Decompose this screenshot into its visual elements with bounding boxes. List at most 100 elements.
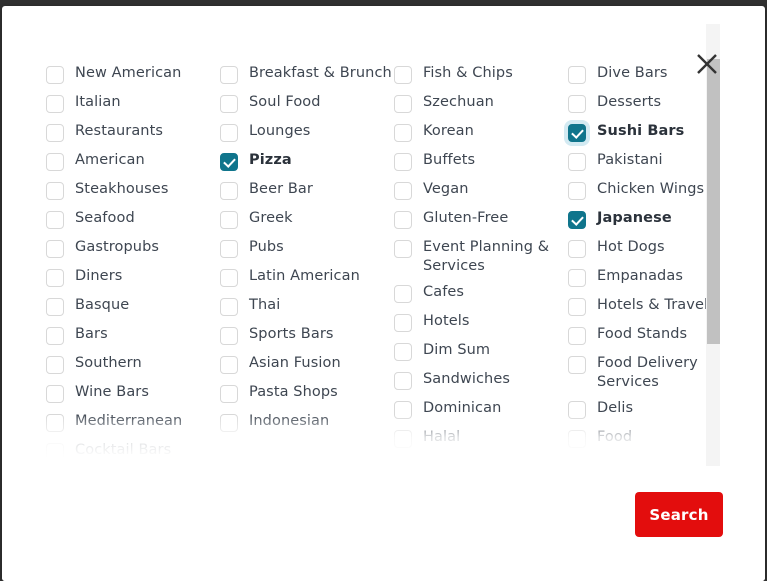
category-option[interactable]: Bars — [46, 325, 220, 347]
category-option[interactable]: Food Stands — [568, 325, 736, 347]
category-option[interactable]: Greek — [220, 209, 394, 231]
category-option[interactable]: Pizza — [220, 151, 394, 173]
category-option[interactable]: Empanadas — [568, 267, 736, 289]
category-option[interactable]: Gluten-Free — [394, 209, 568, 231]
checkbox-icon[interactable] — [568, 182, 586, 200]
checkbox-icon[interactable] — [568, 66, 586, 84]
category-option[interactable]: Steakhouses — [46, 180, 220, 202]
checkbox-icon[interactable] — [220, 298, 238, 316]
category-option[interactable]: Dim Sum — [394, 341, 568, 363]
checkbox-icon[interactable] — [46, 240, 64, 258]
category-option[interactable]: Sushi Bars — [568, 122, 736, 144]
checkbox-icon[interactable] — [46, 443, 64, 461]
checkbox-icon[interactable] — [46, 153, 64, 171]
checkbox-icon[interactable] — [394, 430, 412, 448]
category-option[interactable]: Restaurants — [46, 122, 220, 144]
category-option[interactable]: Breakfast & Brunch — [220, 64, 394, 86]
scrollbar-thumb[interactable] — [707, 59, 720, 344]
category-option[interactable]: Indonesian — [220, 412, 394, 434]
checkbox-icon[interactable] — [394, 240, 412, 258]
checkbox-icon[interactable] — [220, 414, 238, 432]
checkbox-icon[interactable] — [394, 372, 412, 390]
checkbox-icon[interactable] — [394, 95, 412, 113]
category-option[interactable]: Food Delivery Services — [568, 354, 736, 392]
checkbox-icon[interactable] — [568, 327, 586, 345]
category-option[interactable]: Fish & Chips — [394, 64, 568, 86]
checkbox-icon[interactable] — [568, 298, 586, 316]
checkbox-icon[interactable] — [46, 327, 64, 345]
category-option[interactable]: Desserts — [568, 93, 736, 115]
checkbox-icon[interactable] — [46, 385, 64, 403]
checkbox-icon[interactable] — [220, 269, 238, 287]
category-option[interactable]: Asian Fusion — [220, 354, 394, 376]
category-option[interactable]: Dominican — [394, 399, 568, 421]
checkbox-icon[interactable] — [394, 182, 412, 200]
category-option[interactable]: Mediterranean — [46, 412, 220, 434]
category-option[interactable]: Cocktail Bars — [46, 441, 220, 463]
category-option[interactable]: Buffets — [394, 151, 568, 173]
checkbox-icon[interactable] — [46, 182, 64, 200]
category-option[interactable]: Hotels & Travel — [568, 296, 736, 318]
scrollbar-track[interactable] — [706, 24, 720, 466]
checkbox-icon[interactable] — [568, 95, 586, 113]
category-option[interactable]: Lounges — [220, 122, 394, 144]
checkbox-icon[interactable] — [394, 285, 412, 303]
category-option[interactable]: Basque — [46, 296, 220, 318]
checkbox-icon[interactable] — [46, 356, 64, 374]
checkbox-icon[interactable] — [394, 314, 412, 332]
checkbox-icon[interactable] — [46, 66, 64, 84]
checkbox-icon[interactable] — [394, 211, 412, 229]
checkbox-checked-icon[interactable] — [568, 124, 586, 142]
category-option[interactable]: Pubs — [220, 238, 394, 260]
category-scroll-area[interactable]: New American Italian Restaurants American St… — [2, 24, 765, 466]
checkbox-icon[interactable] — [46, 414, 64, 432]
checkbox-icon[interactable] — [394, 66, 412, 84]
category-option[interactable]: American — [46, 151, 220, 173]
checkbox-icon[interactable] — [568, 269, 586, 287]
checkbox-icon[interactable] — [220, 385, 238, 403]
checkbox-icon[interactable] — [46, 95, 64, 113]
checkbox-icon[interactable] — [46, 124, 64, 142]
category-option[interactable]: Sandwiches — [394, 370, 568, 392]
search-button[interactable]: Search — [635, 492, 723, 537]
checkbox-icon[interactable] — [46, 298, 64, 316]
checkbox-checked-icon[interactable] — [220, 153, 238, 171]
category-option[interactable]: Italian — [46, 93, 220, 115]
category-option[interactable]: Sports Bars — [220, 325, 394, 347]
category-option[interactable]: Thai — [220, 296, 394, 318]
checkbox-icon[interactable] — [46, 269, 64, 287]
category-option[interactable]: Diners — [46, 267, 220, 289]
category-option[interactable]: Southern — [46, 354, 220, 376]
checkbox-icon[interactable] — [568, 356, 586, 374]
category-option[interactable]: Japanese — [568, 209, 736, 231]
checkbox-icon[interactable] — [220, 356, 238, 374]
close-icon[interactable] — [694, 51, 720, 77]
checkbox-icon[interactable] — [394, 401, 412, 419]
checkbox-icon[interactable] — [568, 240, 586, 258]
category-option[interactable]: Pakistani — [568, 151, 736, 173]
checkbox-icon[interactable] — [568, 430, 586, 448]
checkbox-icon[interactable] — [568, 153, 586, 171]
category-option[interactable]: Dive Bars — [568, 64, 736, 86]
category-option[interactable]: Hot Dogs — [568, 238, 736, 260]
category-option[interactable]: New American — [46, 64, 220, 86]
checkbox-icon[interactable] — [220, 66, 238, 84]
checkbox-icon[interactable] — [394, 343, 412, 361]
category-option[interactable]: Latin American — [220, 267, 394, 289]
checkbox-icon[interactable] — [220, 211, 238, 229]
category-option[interactable]: Korean — [394, 122, 568, 144]
category-option[interactable]: Chicken Wings — [568, 180, 736, 202]
checkbox-icon[interactable] — [220, 124, 238, 142]
category-option[interactable]: Gastropubs — [46, 238, 220, 260]
checkbox-checked-icon[interactable] — [568, 211, 586, 229]
category-option[interactable]: Vegan — [394, 180, 568, 202]
category-option[interactable]: Event Planning & Services — [394, 238, 568, 276]
category-option[interactable]: Seafood — [46, 209, 220, 231]
checkbox-icon[interactable] — [568, 401, 586, 419]
checkbox-icon[interactable] — [394, 153, 412, 171]
category-option[interactable]: Soul Food — [220, 93, 394, 115]
checkbox-icon[interactable] — [394, 124, 412, 142]
category-option[interactable]: Hotels — [394, 312, 568, 334]
checkbox-icon[interactable] — [220, 240, 238, 258]
category-option[interactable]: Cafes — [394, 283, 568, 305]
